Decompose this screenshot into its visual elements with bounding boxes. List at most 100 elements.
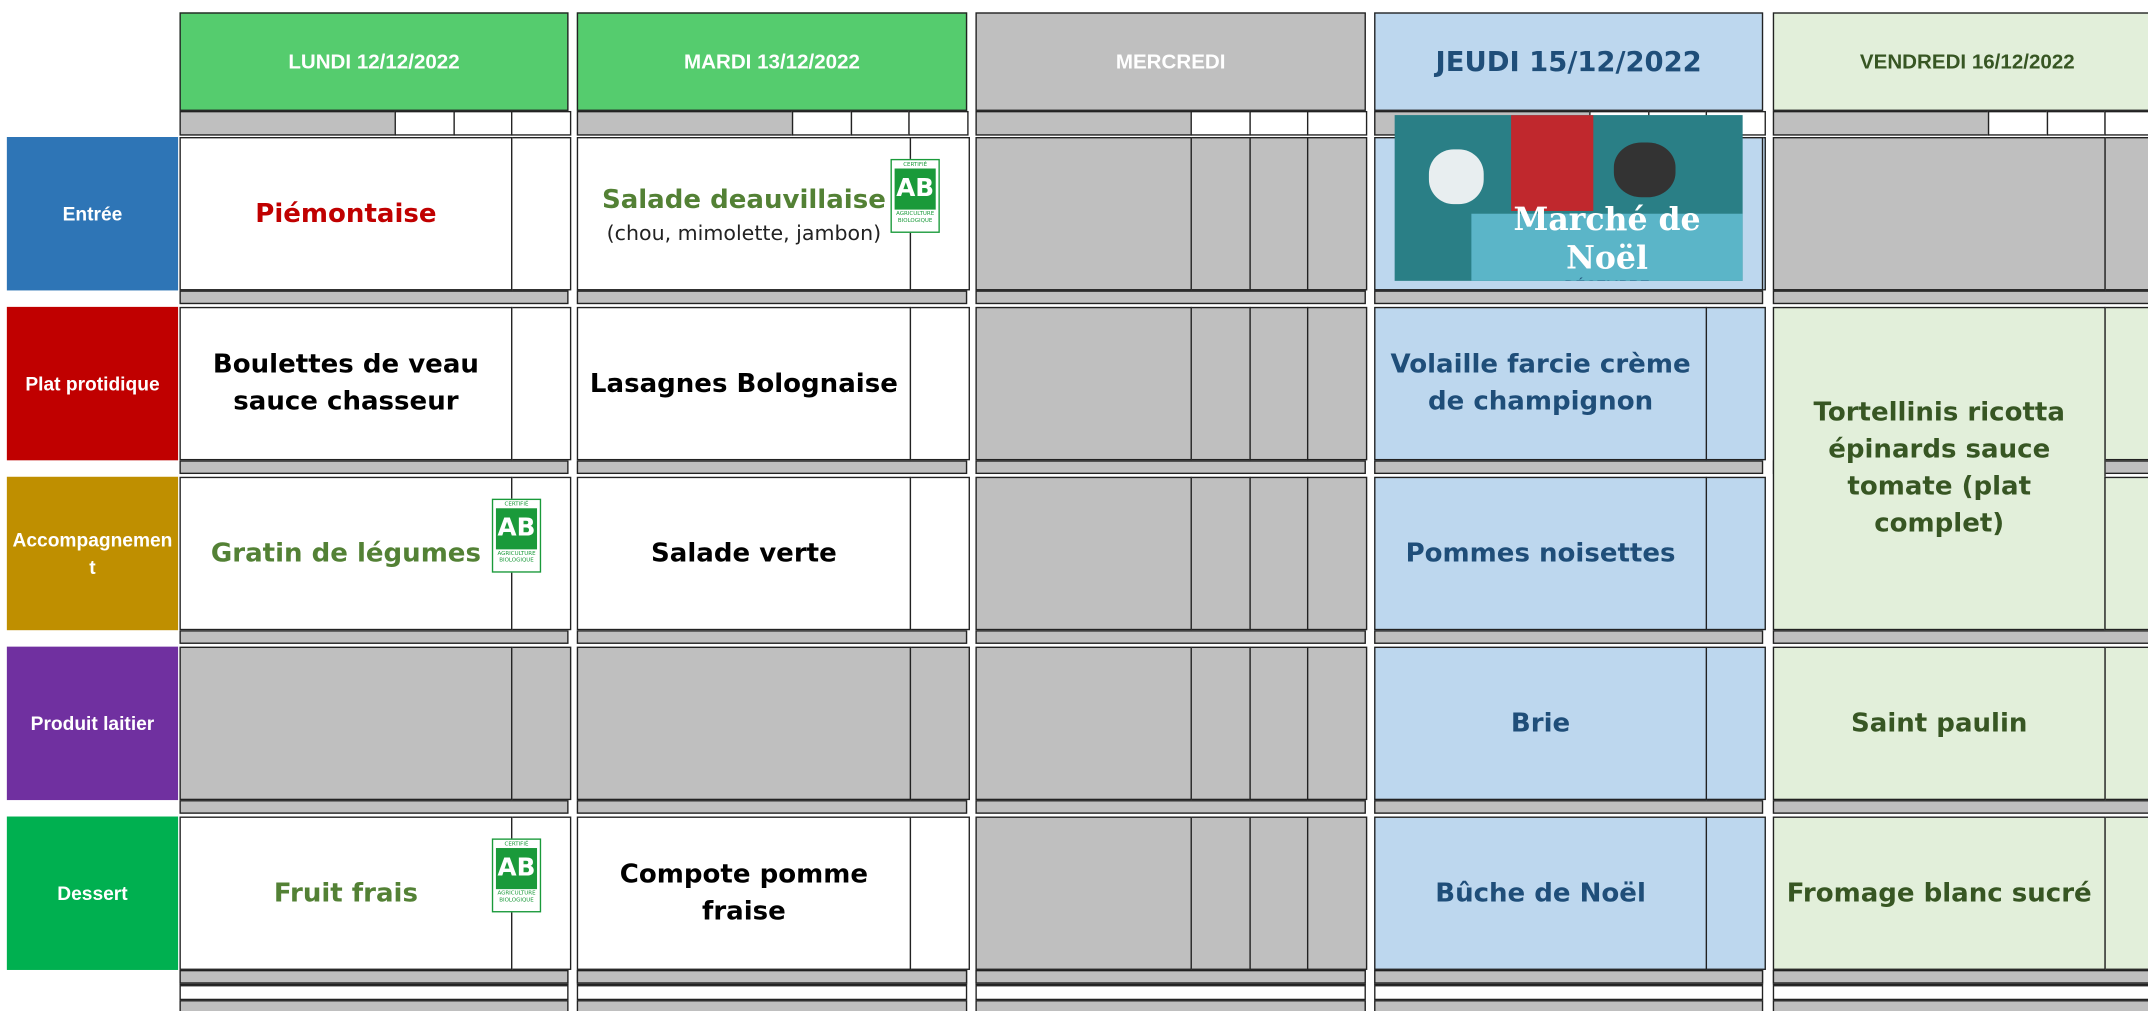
menu-cell [576,646,912,801]
extra-cell [909,816,970,970]
bottom-strip [179,985,569,1001]
dish: Fromage blanc sucré [1786,877,2092,908]
menu-cell [975,816,1192,970]
extra-cell [1306,816,1367,970]
menu-cell: Salade verte [576,476,912,631]
row-label: Plat protidique [6,306,179,461]
extra-cell [1248,816,1309,970]
dish: Piémontaise [255,197,437,229]
row-spacer [975,290,1366,305]
dish: Saint paulin [1851,707,2028,738]
dish: Volaille farcie crème de champignon [1390,349,1691,417]
dish: Salade verte [651,537,837,568]
extra-cell [1248,137,1309,291]
row-spacer [975,969,1366,984]
row-spacer [1374,969,1764,984]
day-header: MERCREDI [975,12,1366,111]
sub-strip [576,110,794,136]
extra-cell [1248,646,1309,801]
menu-cell: Lasagnes Bolognaise [576,306,912,461]
extra-cell [1705,646,1766,801]
menu-cell: Salade deauvillaise (chou, mimolette, jam… [576,137,912,291]
bottom-strip [179,1000,569,1011]
banner-subtitle: DÉCEMBRE [1564,277,1649,280]
day-header: LUNDI 12/12/2022 [179,12,569,111]
logo-bottom: AGRICULTURE BIOLOGIQUE [896,209,935,224]
sub-box [511,110,571,136]
row-spacer [179,630,569,644]
menu-cell [975,646,1192,801]
sub-box [2104,110,2148,136]
row-spacer [1772,800,2148,814]
menu-cell [975,476,1192,631]
sub-box [394,110,455,136]
menu-cell [975,306,1192,461]
row-spacer [576,290,968,305]
row-spacer [576,630,968,644]
extra-cell [1190,306,1251,461]
bottom-strip [1374,985,1764,1001]
menu-cell [1772,137,2106,291]
dish: Compote pomme fraise [619,858,869,927]
extra-cell [1306,646,1367,801]
sub-strip [975,110,1192,136]
sub-box [1190,110,1251,136]
day-header: VENDREDI 16/12/2022 [1772,12,2148,111]
banner-box: Marché de NoëlDÉCEMBRE [1471,201,1743,281]
row-spacer [576,969,968,984]
menu-cell: Saint paulin [1772,646,2106,801]
extra-cell [1306,306,1367,461]
dish-note: (chou, mimolette, jambon) [606,219,882,245]
extra-cell [1705,476,1766,631]
extra-cell [1705,306,1766,461]
logo-bottom: AGRICULTURE BIOLOGIQUE [497,549,536,564]
extra-cell [1248,306,1309,461]
dish: Fruit frais [273,877,418,908]
bottom-strip [1772,985,2148,1001]
bio-logo: CERTIFIÉ AB AGRICULTURE BIOLOGIQUE [491,498,542,573]
banner-title: Marché de Noël [1513,200,1701,277]
logo-mark: AB [495,848,538,890]
bio-logo: CERTIFIÉ AB AGRICULTURE BIOLOGIQUE [491,838,542,913]
sub-box [908,110,968,136]
menu-cell: Boulettes de veau sauce chasseur [179,306,513,461]
day-header: JEUDI 15/12/2022 [1374,12,1764,111]
dish: Brie [1510,707,1571,738]
sub-box [1248,110,1309,136]
logo-top: CERTIFIÉ [504,500,529,507]
menu-cell: Brie [1374,646,1708,801]
menu-cell: Pommes noisettes [1374,476,1708,631]
extra-cell [1190,137,1251,291]
row-spacer [1374,630,1764,644]
menu-cell [179,646,513,801]
row-label: Dessert [6,816,179,970]
extra-cell [511,646,571,801]
row-spacer [975,630,1366,644]
bottom-strip [975,985,1366,1001]
logo-mark: AB [894,168,936,210]
logo-top: CERTIFIÉ [903,160,928,168]
bottom-strip [576,1000,968,1011]
row-spacer [975,800,1366,814]
carousel [1511,115,1594,211]
menu-cell: Fruit frais [179,816,513,970]
menu-cell: Volaille farcie crème de champignon [1374,306,1708,461]
menu-cell [975,137,1192,291]
menu-cell: Gratin de légumes [179,476,513,631]
bottom-strip [1772,1000,2148,1011]
row-label: Accompagnement [6,476,179,631]
bottom-strip [1374,1000,1764,1011]
bio-logo: CERTIFIÉ AB AGRICULTURE BIOLOGIQUE [890,158,940,233]
sub-box [1306,110,1367,136]
dish: Tortellinis ricotta épinards sauce tomat… [1813,397,2065,539]
extra-cell [511,306,571,461]
row-spacer [1772,630,2148,644]
sub-box [1987,110,2048,136]
row-spacer [179,800,569,814]
horse [1428,149,1484,205]
logo-mark: AB [495,508,538,550]
dish: Lasagnes Bolognaise [589,367,898,398]
row-spacer [179,290,569,305]
